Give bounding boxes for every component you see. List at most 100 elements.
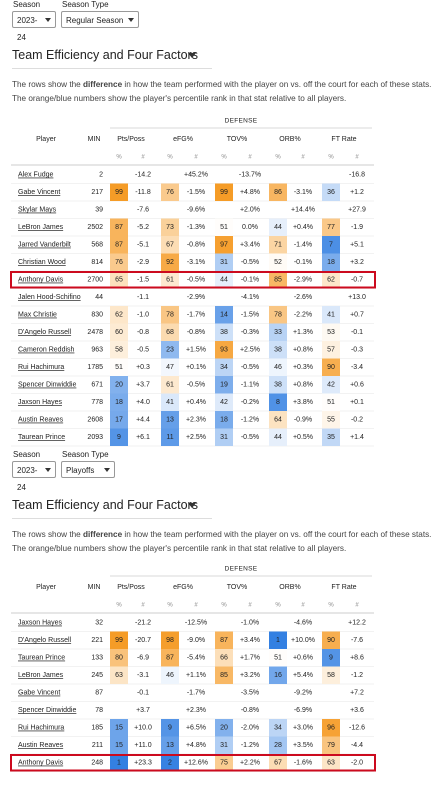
player-link[interactable]: Max Christie — [18, 312, 57, 319]
percentile-value: 76 — [166, 189, 174, 196]
minutes: 2608 — [87, 417, 103, 424]
percentile-cell — [269, 271, 287, 289]
column-header: Player — [36, 584, 57, 591]
percentile-value: 58 — [327, 672, 335, 679]
percentile-cell — [161, 236, 179, 254]
percentile-value: 31 — [220, 742, 228, 749]
season-select[interactable]: 2023-24 — [12, 11, 56, 42]
highlight-box — [10, 271, 376, 289]
title-dropdown[interactable] — [188, 503, 196, 508]
percentile-value: 79 — [327, 742, 335, 749]
minutes: 217 — [91, 189, 103, 196]
player-link[interactable]: Anthony Davis — [18, 760, 64, 767]
season-type-select[interactable]: Playoffs — [61, 461, 115, 478]
percentile-cell — [322, 271, 340, 289]
percentile-value: 51 — [115, 364, 123, 371]
percentile-value: 20 — [220, 725, 228, 732]
percentile-value: 65 — [115, 277, 123, 284]
percentile-cell — [215, 358, 233, 376]
player-link[interactable]: Spencer Dinwiddie — [18, 382, 76, 389]
percentile-value: 11 — [166, 434, 173, 441]
stat-difference: -6.9% — [294, 707, 312, 714]
stat-difference: -0.8 — [137, 329, 149, 336]
column-header: eFG% — [173, 136, 193, 143]
player-link[interactable]: Jalen Hood-Schifino — [18, 294, 81, 301]
percentile-cell — [161, 271, 179, 289]
season-type-select[interactable]: Regular Season — [61, 11, 139, 28]
stat-difference: +4.4 — [136, 417, 150, 424]
player-link[interactable]: D'Angelo Russell — [18, 329, 72, 336]
player-link[interactable]: Rui Hachimura — [18, 725, 64, 732]
column-header: Pts/Poss — [117, 136, 145, 143]
percentile-cell — [110, 183, 128, 201]
percentile-cell — [269, 358, 287, 376]
player-link[interactable]: Alex Fudge — [18, 172, 54, 179]
percentile-cell — [161, 376, 179, 394]
percentile-cell — [215, 719, 233, 737]
stat-difference: +5.1 — [350, 242, 364, 249]
player-link[interactable]: Taurean Prince — [18, 434, 65, 441]
percentile-cell — [322, 631, 340, 649]
percentile-cell — [215, 183, 233, 201]
player-link[interactable]: Gabe Vincent — [18, 690, 60, 697]
player-link[interactable]: Gabe Vincent — [18, 189, 60, 196]
title-dropdown[interactable] — [188, 53, 196, 58]
percentile-value: 51 — [327, 399, 335, 406]
stat-difference: +12.6% — [184, 760, 208, 767]
stat-difference: -2.0 — [351, 760, 363, 767]
column-header: ORB% — [279, 136, 300, 143]
percentile-cell — [215, 376, 233, 394]
season-select[interactable]: 2023-24 — [12, 461, 56, 492]
percentile-value: 87 — [115, 224, 123, 231]
sub-header: # — [141, 603, 145, 609]
percentile-cell — [269, 183, 287, 201]
stat-difference: -0.7 — [351, 277, 363, 284]
stat-difference: -12.6 — [349, 725, 365, 732]
percentile-cell — [110, 754, 128, 772]
stat-difference: -3.5% — [241, 690, 259, 697]
stat-difference: -0.5 — [137, 347, 149, 354]
percentile-value: 7 — [329, 242, 333, 249]
percentile-value: 46 — [274, 364, 282, 371]
percentile-value: 80 — [115, 655, 123, 662]
player-link[interactable]: Taurean Prince — [18, 655, 65, 662]
player-link[interactable]: Skylar Mays — [18, 207, 57, 214]
stat-difference: -0.1% — [241, 277, 259, 284]
player-link[interactable]: D'Angelo Russell — [18, 637, 72, 644]
percentile-cell — [110, 376, 128, 394]
percentile-value: 86 — [274, 189, 282, 196]
player-link[interactable]: Anthony Davis — [18, 277, 64, 284]
player-link[interactable]: LeBron James — [18, 672, 64, 679]
player-link[interactable]: Cameron Reddish — [18, 347, 75, 354]
percentile-value: 44 — [274, 434, 282, 441]
stat-difference: +1.7% — [240, 655, 260, 662]
player-link[interactable]: Rui Hachimura — [18, 364, 64, 371]
player-link[interactable]: Austin Reaves — [18, 417, 64, 424]
player-link[interactable]: Jaxson Hayes — [18, 399, 62, 406]
player-link[interactable]: Jaxson Hayes — [18, 620, 62, 627]
percentile-cell — [269, 323, 287, 341]
percentile-value: 34 — [274, 725, 282, 732]
player-link[interactable]: Spencer Dinwiddie — [18, 707, 76, 714]
stat-difference: +13.0 — [348, 294, 366, 301]
percentile-value: 75 — [220, 760, 228, 767]
player-link[interactable]: Austin Reaves — [18, 742, 64, 749]
player-link[interactable]: Jarred Vanderbilt — [18, 242, 71, 249]
percentile-value: 96 — [327, 725, 335, 732]
percentile-cell — [215, 236, 233, 254]
percentile-value: 92 — [166, 259, 174, 266]
percentile-cell — [269, 253, 287, 271]
stat-difference: +8.6 — [350, 655, 364, 662]
player-link[interactable]: LeBron James — [18, 224, 64, 231]
stat-difference: -20.7 — [135, 637, 151, 644]
stat-difference: -13.7% — [239, 172, 261, 179]
stat-difference: +4.8% — [186, 742, 206, 749]
section: Season 2023-24 Season Type Playoffs Team Eff… — [0, 450, 443, 560]
percentile-value: 68 — [166, 329, 174, 336]
percentile-cell — [322, 323, 340, 341]
percentile-value: 76 — [115, 259, 123, 266]
minutes: 245 — [91, 672, 103, 679]
player-link[interactable]: Christian Wood — [18, 259, 66, 266]
percentile-value: 18 — [327, 259, 335, 266]
stat-difference: -0.2% — [241, 399, 259, 406]
